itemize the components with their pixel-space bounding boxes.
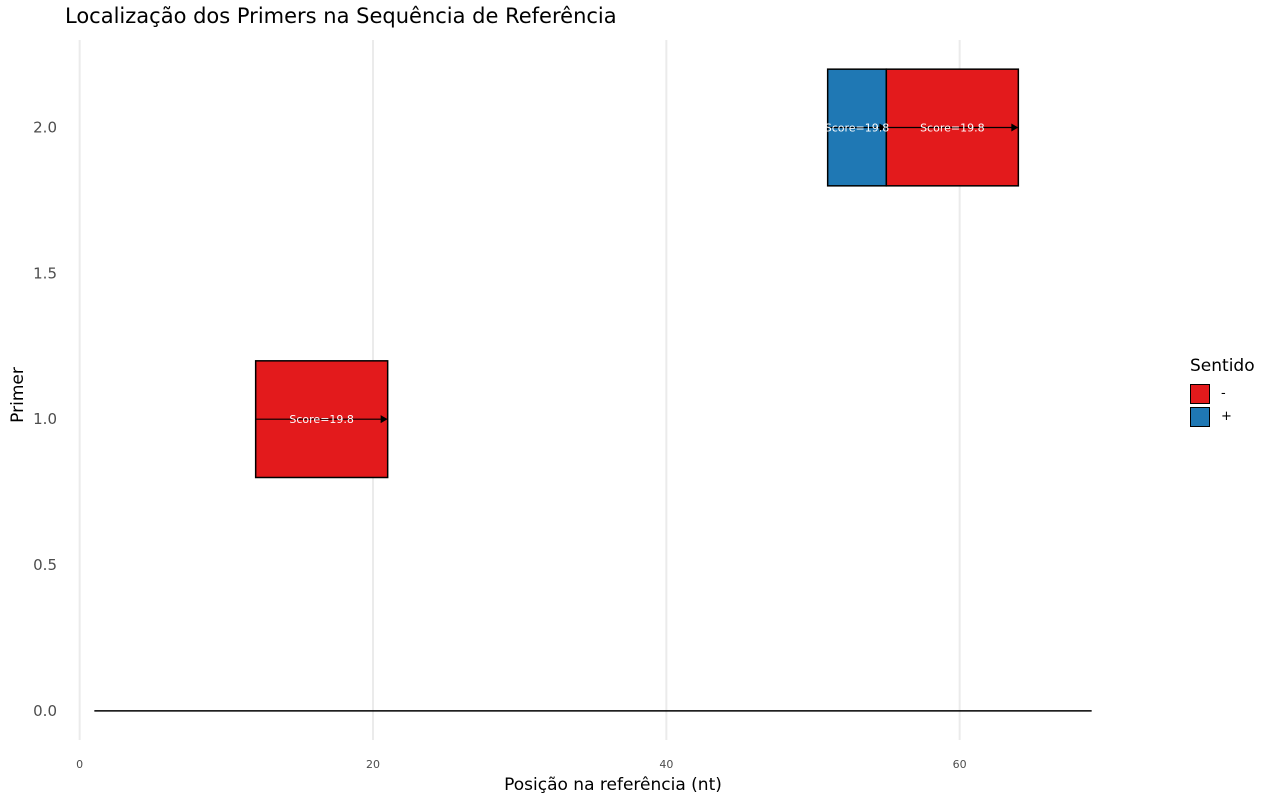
primer-arrow-head (380, 415, 388, 424)
y-axis-label: Primer (8, 367, 28, 423)
primer-score-label: Score=19.8 (825, 122, 890, 135)
primer-score-label: Score=19.8 (920, 122, 985, 135)
primer-boxes (254, 68, 1020, 479)
legend-title: Sentido (1190, 356, 1255, 376)
y-tick-label: 0.0 (33, 702, 57, 720)
legend: Sentido - + (1190, 356, 1255, 428)
primer-labels: Score=19.8 Score=19.8 Score=19.8 (289, 122, 984, 427)
y-tick-label: 2.0 (33, 119, 57, 137)
x-tick-label: 40 (659, 758, 673, 771)
legend-key-plus (1190, 406, 1210, 427)
legend-label-plus: + (1221, 409, 1232, 424)
y-tick-labels: 0.0 0.5 1.0 1.5 2.0 (33, 119, 57, 720)
x-tick-label: 20 (366, 758, 380, 771)
primer-arrow-head (1011, 123, 1019, 132)
x-axis-label: Posição na referência (nt) (504, 775, 722, 795)
chart-title: Localização dos Primers na Sequência de … (65, 4, 617, 28)
primer-arrows (255, 123, 1019, 424)
y-tick-label: 0.5 (33, 556, 57, 574)
y-tick-label: 1.5 (33, 264, 57, 282)
legend-entry-plus: + (1190, 405, 1255, 428)
x-tick-labels: 0 20 40 60 (76, 758, 967, 771)
y-tick-label: 1.0 (33, 410, 57, 428)
legend-entry-minus: - (1190, 382, 1255, 405)
legend-key-minus (1190, 383, 1210, 404)
legend-label-minus: - (1221, 386, 1226, 401)
x-tick-label: 60 (953, 758, 967, 771)
primer-score-label: Score=19.8 (289, 413, 354, 426)
x-tick-label: 0 (76, 758, 83, 771)
primer-arrow-head (879, 123, 887, 132)
